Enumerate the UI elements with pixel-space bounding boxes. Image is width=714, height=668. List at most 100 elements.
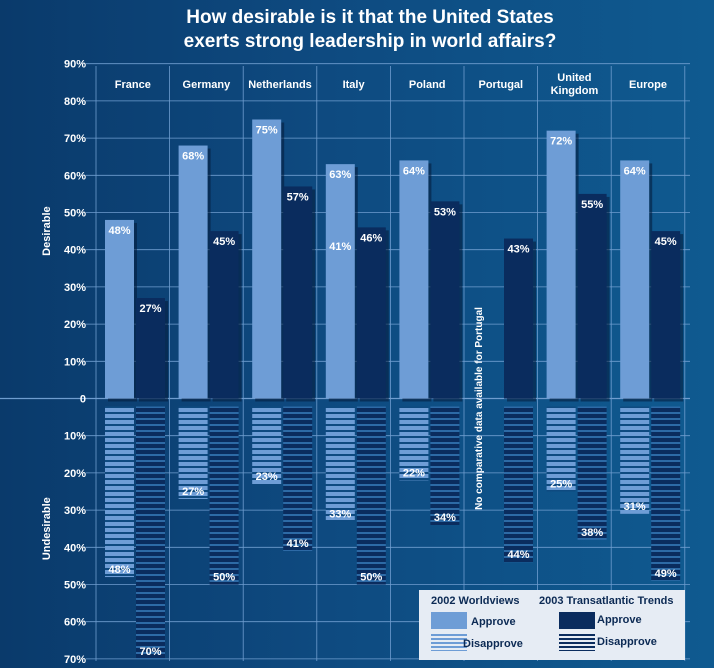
bar-2003-disapprove [356, 406, 386, 585]
bar-2003-approve [209, 231, 239, 399]
bar-2002-disapprove [178, 406, 208, 499]
data-label-2003-disapprove: 41% [287, 538, 309, 550]
y-tick-label: 10% [64, 356, 86, 368]
annotation-label: 41% [329, 241, 351, 253]
legend-2002-heading: 2002 Worldviews [431, 595, 520, 607]
bar-2002-disapprove [399, 406, 429, 481]
bar-2003-approve [577, 193, 607, 399]
data-label-2002-approve: 48% [108, 225, 130, 237]
bar-2002-disapprove [325, 406, 355, 522]
y-tick-label: 80% [64, 96, 86, 108]
legend-swatch-2002-disapprove [431, 634, 467, 651]
category-label: France [115, 79, 151, 91]
bar-2002-approve [252, 119, 282, 399]
labels: 90% 80% 70% 60% 50% 40% 30% 20% 10% 0 10% 20% 30% 40%… [41, 59, 677, 666]
category-label: Poland [409, 79, 446, 91]
bar-2003-disapprove [209, 406, 239, 585]
data-label-2003-approve: 27% [139, 303, 161, 315]
bar-2002-approve [178, 145, 208, 399]
data-label-2003-disapprove: 50% [213, 572, 235, 584]
y-tick-label: 40% [64, 245, 86, 257]
bar-2002-approve [325, 164, 355, 399]
chart-title-line-1: How desirable is it that the United Stat… [186, 7, 554, 28]
data-label-2003-approve: 46% [360, 232, 382, 244]
category-label: Netherlands [248, 79, 312, 91]
data-label-2002-approve: 64% [624, 165, 646, 177]
category-label: Germany [183, 79, 232, 91]
bar-2003-disapprove [136, 406, 165, 659]
bar-2002-disapprove [105, 406, 134, 578]
chart-title-line-2: exerts strong leadership in world affair… [183, 31, 557, 52]
category-label: United [557, 72, 591, 84]
legend-2003-approve-label: Approve [597, 614, 642, 626]
bar-2003-approve [651, 231, 681, 399]
y-tick-label: 50% [64, 208, 86, 220]
data-label-2003-disapprove: 38% [581, 527, 603, 539]
bar-2003-approve [504, 238, 533, 399]
data-label-2003-approve: 55% [581, 199, 603, 211]
annotation-label: No comparative data available for Portug… [474, 307, 485, 510]
y-tick-label: 50% [64, 580, 86, 592]
bar-2002-disapprove [546, 406, 576, 492]
bar-2003-disapprove [430, 406, 460, 525]
data-label-2003-disapprove: 50% [360, 572, 382, 584]
y-tick-label: 30% [64, 282, 86, 294]
legend-swatch-2003-approve [559, 612, 595, 629]
y-tick-label: 60% [64, 170, 86, 182]
bar-2003-disapprove [504, 406, 533, 563]
data-label-2002-disapprove: 33% [329, 508, 351, 520]
bar-2002-approve [399, 160, 429, 399]
chart-title: How desirable is it that the United Stat… [0, 6, 714, 54]
bar-2002-disapprove [620, 406, 650, 514]
bar-2003-disapprove [577, 406, 607, 540]
data-label-2003-disapprove: 49% [655, 568, 677, 580]
bar-2002-disapprove [252, 406, 282, 485]
bar-2003-approve [283, 186, 313, 399]
category-label: Europe [629, 79, 667, 91]
bar-2002-approve [620, 160, 650, 399]
data-label-2003-disapprove: 34% [434, 512, 456, 524]
y-tick-label: 20% [64, 468, 86, 480]
data-label-2002-approve: 64% [403, 165, 425, 177]
data-label-2002-disapprove: 48% [108, 564, 130, 576]
data-label-2002-disapprove: 23% [256, 471, 278, 483]
legend: 2002 Worldviews 2003 Transatlantic Trend… [419, 590, 685, 660]
data-label-2002-disapprove: 25% [550, 479, 572, 491]
bar-2003-approve [430, 201, 460, 399]
data-label-2003-approve: 43% [507, 244, 529, 256]
bar-2003-approve [356, 227, 386, 399]
legend-2003-heading: 2003 Transatlantic Trends [539, 595, 674, 607]
data-label-2002-disapprove: 22% [403, 467, 425, 479]
y-tick-label: 70% [64, 654, 86, 666]
bar-2003-disapprove [283, 406, 313, 552]
legend-swatch-2003-disapprove [559, 634, 595, 651]
bars [105, 119, 684, 659]
bar-2003-disapprove [651, 406, 681, 581]
data-label-2002-disapprove: 31% [624, 501, 646, 513]
y-tick-label: 20% [64, 319, 86, 331]
y-tick-label: 90% [64, 59, 86, 71]
data-label-2002-approve: 68% [182, 151, 204, 163]
category-label: Portugal [478, 79, 523, 91]
data-label-2003-disapprove: 70% [139, 646, 161, 658]
y-tick-label: 70% [64, 133, 86, 145]
legend-2003-disapprove-label: Disapprove [597, 636, 657, 648]
data-label-2003-approve: 57% [287, 191, 309, 203]
y-axis-label-desirable: Desirable [41, 206, 53, 256]
data-label-2002-approve: 72% [550, 136, 572, 148]
data-label-2002-approve: 63% [329, 169, 351, 181]
data-label-2003-disapprove: 44% [507, 549, 529, 561]
category-label: Kingdom [551, 85, 599, 97]
legend-swatch-2002-approve [431, 612, 467, 629]
data-label-2002-approve: 75% [256, 125, 278, 137]
category-label: Italy [343, 79, 366, 91]
data-label-2002-disapprove: 27% [182, 486, 204, 498]
data-label-2003-approve: 45% [213, 236, 235, 248]
bar-2002-approve [105, 219, 134, 399]
data-label-2003-approve: 53% [434, 206, 456, 218]
bar-2003-approve [136, 298, 165, 399]
y-tick-label: 40% [64, 542, 86, 554]
y-tick-label: 30% [64, 505, 86, 517]
